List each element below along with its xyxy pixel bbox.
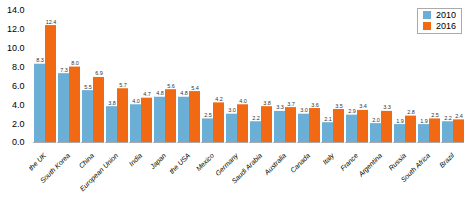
svg-text:the USA: the USA (168, 151, 192, 175)
svg-text:Saudi Arabia: Saudi Arabia (230, 152, 263, 185)
svg-text:Argentina: Argentina (356, 152, 384, 180)
svg-text:4.7: 4.7 (143, 91, 151, 97)
svg-text:3.6: 3.6 (311, 102, 319, 108)
svg-text:6.9: 6.9 (95, 70, 103, 76)
html-text:2010: 2010 (436, 10, 456, 20)
svg-text:3.0: 3.0 (300, 107, 308, 113)
svg-text:Canada: Canada (289, 152, 311, 174)
svg-text:0.0: 0.0 (12, 137, 25, 147)
svg-text:14.0: 14.0 (7, 5, 25, 15)
svg-text:4.0: 4.0 (12, 100, 25, 110)
svg-text:12.0: 12.0 (7, 24, 25, 34)
svg-text:5.6: 5.6 (167, 83, 175, 89)
svg-text:European Union: European Union (79, 152, 121, 194)
svg-text:2.2: 2.2 (252, 115, 260, 121)
svg-text:China: China (77, 152, 95, 170)
svg-text:2.4: 2.4 (455, 113, 463, 119)
svg-text:1.9: 1.9 (420, 118, 428, 124)
svg-text:6.0: 6.0 (12, 81, 25, 91)
svg-text:France: France (339, 152, 359, 172)
svg-text:3.8: 3.8 (263, 100, 271, 106)
svg-text:3.3: 3.3 (383, 104, 391, 110)
svg-text:7.3: 7.3 (60, 67, 68, 73)
svg-text:Japan: Japan (148, 152, 168, 172)
svg-text:12.4: 12.4 (46, 19, 57, 25)
svg-text:4.2: 4.2 (215, 96, 223, 102)
svg-text:5.4: 5.4 (191, 85, 199, 91)
svg-text:2.0: 2.0 (12, 119, 25, 129)
svg-text:2.2: 2.2 (444, 115, 452, 121)
svg-text:8.0: 8.0 (71, 60, 79, 66)
svg-text:1.9: 1.9 (396, 118, 404, 124)
svg-text:2.0: 2.0 (372, 117, 380, 123)
svg-text:Brazil: Brazil (438, 151, 456, 169)
svg-text:2.8: 2.8 (407, 109, 415, 115)
svg-text:5.5: 5.5 (84, 84, 92, 90)
svg-text:2.5: 2.5 (204, 112, 212, 118)
svg-text:3.0: 3.0 (228, 107, 236, 113)
svg-text:4.0: 4.0 (239, 98, 247, 104)
svg-text:5.7: 5.7 (119, 82, 127, 88)
svg-text:2.1: 2.1 (324, 116, 332, 122)
svg-text:Russia: Russia (387, 152, 407, 172)
svg-text:3.3: 3.3 (276, 104, 284, 110)
svg-text:Mexico: Mexico (195, 152, 216, 173)
svg-text:3.7: 3.7 (287, 101, 295, 107)
svg-text:Germany: Germany (214, 151, 240, 177)
svg-text:3.5: 3.5 (335, 103, 343, 109)
svg-text:3.4: 3.4 (359, 103, 367, 109)
svg-text:8.3: 8.3 (36, 57, 44, 63)
svg-text:India: India (128, 152, 144, 168)
html-text:2016: 2016 (436, 21, 456, 31)
svg-text:2.5: 2.5 (431, 112, 439, 118)
svg-text:South Africa: South Africa (400, 152, 432, 184)
svg-text:3.8: 3.8 (108, 100, 116, 106)
svg-text:Italy: Italy (321, 151, 336, 166)
svg-text:10.0: 10.0 (7, 43, 25, 53)
svg-text:2.9: 2.9 (348, 108, 356, 114)
svg-text:Australia: Australia (262, 152, 287, 177)
svg-text:8.0: 8.0 (12, 62, 25, 72)
svg-text:4.8: 4.8 (156, 90, 164, 96)
svg-text:South Korea: South Korea (39, 152, 72, 185)
svg-text:the UK: the UK (27, 151, 47, 171)
svg-text:4.8: 4.8 (180, 90, 188, 96)
svg-text:4.0: 4.0 (132, 98, 140, 104)
